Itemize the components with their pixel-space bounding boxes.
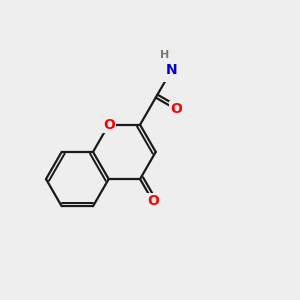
Text: O: O	[170, 102, 182, 116]
Text: O: O	[103, 118, 115, 132]
Text: N: N	[166, 63, 177, 77]
Text: H: H	[160, 50, 169, 60]
Text: O: O	[147, 194, 159, 208]
